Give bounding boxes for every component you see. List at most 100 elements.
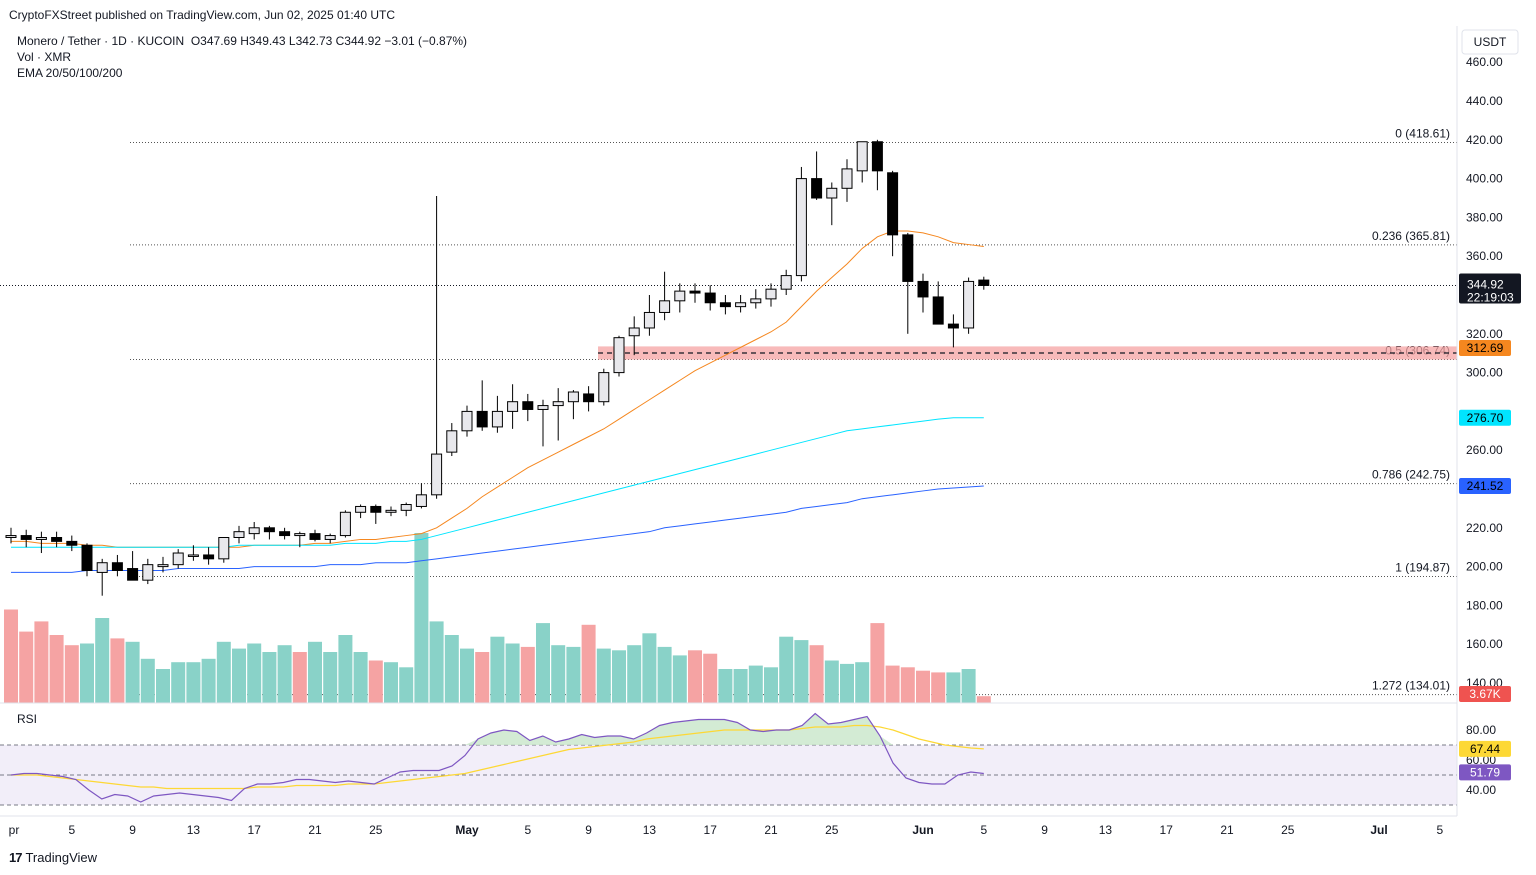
candle-body (552, 401, 564, 407)
time-tick-label: 5 (1436, 823, 1443, 837)
candle-body (51, 537, 63, 542)
candle-body (613, 337, 625, 374)
time-tick-label: 13 (1099, 823, 1113, 837)
ema-badge: 312.69 (1467, 341, 1504, 355)
candle-body (339, 511, 351, 537)
ema-lines (11, 230, 984, 573)
candle-body (5, 535, 17, 538)
rsi-tick-label: 80.00 (1466, 723, 1496, 737)
rsi-badge: 51.79 (1470, 765, 1500, 779)
volume-bar (4, 609, 18, 703)
volume-bar (80, 643, 94, 703)
rsi-ma-badge-bg (1459, 740, 1511, 757)
candle-body (446, 430, 458, 453)
volume-bar (566, 646, 581, 703)
candle-body (826, 187, 838, 199)
candle-body (218, 537, 230, 560)
candle-body (81, 544, 93, 571)
volume-bar (64, 645, 79, 703)
volume-bar (809, 645, 824, 703)
candle-body (917, 280, 929, 298)
candle-body (324, 535, 336, 540)
fib-label: 1.272 (134.01) (1372, 679, 1450, 693)
tradingview-logo-icon: 17 (9, 850, 23, 865)
price-tick-label: 360.00 (1466, 249, 1503, 263)
time-tick-label: 25 (369, 823, 383, 837)
time-tick-label: 13 (643, 823, 657, 837)
volume-bar (520, 646, 535, 703)
candle-body (476, 410, 488, 428)
price-tick-label: 460.00 (1466, 55, 1503, 69)
volume-bar (414, 533, 429, 703)
volume-bar (551, 645, 566, 703)
volume-bar (931, 672, 946, 703)
volume-bar (596, 648, 611, 703)
candle-body (780, 275, 792, 290)
tradingview-logo[interactable]: 17 TradingView (9, 850, 97, 865)
candle-body (674, 290, 686, 302)
candle-body (415, 494, 427, 507)
candle-body (127, 568, 139, 581)
candle-body (735, 302, 747, 308)
ema-line (11, 485, 984, 573)
volume-bar (657, 646, 672, 703)
volume-bar (110, 638, 125, 703)
candle-body (355, 505, 367, 513)
support-zone-box (598, 346, 1457, 360)
rsi-badge-bg (1459, 764, 1511, 781)
price-axis[interactable]: USDT 460.00 440.00 420.00 400.00 380.00 360.00… (1456, 26, 1521, 816)
candle-body (172, 552, 184, 566)
candlesticks (5, 139, 990, 596)
price-countdown: 22:19:03 (1467, 290, 1514, 304)
candle-body (583, 393, 595, 403)
volume-bar (733, 669, 748, 703)
candle-body (233, 531, 245, 538)
price-badge: 344.92 (1467, 277, 1504, 291)
ema-badge-bg (1459, 409, 1511, 426)
candle-body (811, 178, 823, 199)
price-tick-label: 420.00 (1466, 133, 1503, 147)
price-tick-label: 440.00 (1466, 94, 1503, 108)
volume-bar (779, 636, 794, 703)
volume-bar (399, 667, 414, 703)
candle-body (537, 405, 549, 410)
ema-badge: 241.52 (1467, 479, 1504, 493)
volume-bar (19, 631, 34, 703)
volume-bar (323, 652, 338, 703)
volume-bar (262, 652, 277, 703)
rsi-tick-label: 40.00 (1466, 783, 1496, 797)
candle-body (507, 401, 519, 412)
volume-bar (627, 645, 642, 703)
volume-legend[interactable]: Vol · XMR (17, 50, 72, 64)
rsi-line (10, 712, 984, 803)
volume-bar (125, 641, 140, 703)
volume-bars (4, 533, 991, 703)
ema-legend[interactable]: EMA 20/50/100/200 (17, 66, 123, 80)
volume-bar (505, 643, 520, 703)
price-tick-label: 200.00 (1466, 560, 1503, 574)
volume-bar (232, 648, 246, 703)
candle-body (431, 453, 443, 496)
candle-body (628, 327, 640, 337)
rsi-ma-line (11, 724, 984, 790)
time-tick-label: 9 (585, 823, 592, 837)
candle-body (35, 537, 47, 540)
time-axis[interactable]: pr 5 9 13 17 21 25 May 5 9 13 17 21 25 Jun 5 9 13 17 21 25 Ju… (0, 815, 1457, 837)
candle-body (309, 533, 321, 540)
candle-body (96, 562, 108, 573)
candle-body (795, 178, 807, 277)
volume-bar (384, 662, 398, 703)
tradingview-logo-text: TradingView (25, 850, 98, 865)
candle-body (370, 505, 382, 513)
ema-badge-bg (1459, 339, 1511, 356)
candle-body (598, 372, 610, 403)
volume-bar (885, 665, 900, 703)
price-tick-label: 220.00 (1466, 521, 1503, 535)
chart-area[interactable]: 0 (418.61)0.236 (365.81)0.5 (306.74)0.78… (0, 26, 1536, 846)
candle-body (187, 554, 199, 557)
symbol-title[interactable]: Monero / Tether · 1D · KUCOIN (17, 34, 185, 48)
volume-bar (49, 635, 64, 703)
volume-bar (338, 635, 353, 703)
time-tick-label: pr (9, 823, 20, 837)
volume-bar (216, 641, 231, 703)
